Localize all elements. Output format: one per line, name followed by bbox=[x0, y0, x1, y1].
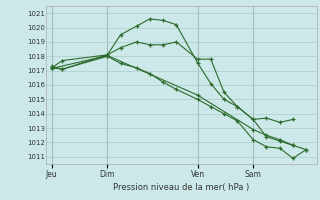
X-axis label: Pression niveau de la mer( hPa ): Pression niveau de la mer( hPa ) bbox=[114, 183, 250, 192]
